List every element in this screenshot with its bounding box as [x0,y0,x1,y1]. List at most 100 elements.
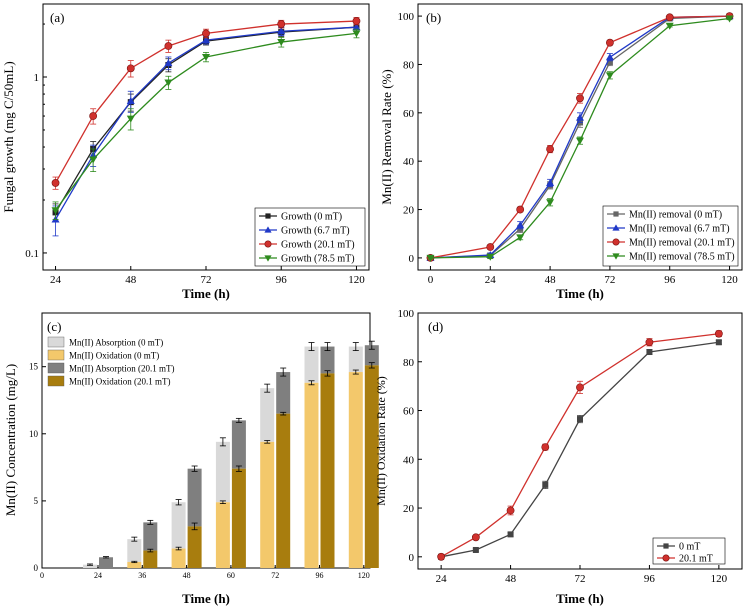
x-tick-label: 48 [183,571,191,580]
x-tick-label: 96 [276,274,288,286]
y-tick-label: 0 [34,563,39,573]
data-point [645,338,654,347]
x-tick-label: 0 [428,274,434,286]
data-point [277,20,286,28]
data-point [506,506,515,515]
bar-absorption [99,557,113,568]
data-point [352,17,361,25]
data-point [51,207,60,215]
y-tick-label: 100 [398,308,415,320]
data-point [546,145,554,153]
bar-absorption [143,522,158,551]
data-point [576,383,584,392]
data-point [516,221,525,229]
legend-marker [265,213,271,219]
legend-marker [612,224,620,231]
legend-swatch [47,349,65,361]
data-point [576,113,584,121]
panel-c-plot [83,340,379,568]
data-point [725,15,734,23]
y-tick-label: 1 [34,72,40,84]
panel-d-xlabel: Time (h) [556,591,604,606]
y-tick-label: 5 [34,496,39,506]
panel-d-ylabel: Mn(II) Oxidation Rate (%) [374,376,388,506]
x-tick-label: 96 [316,571,324,580]
legend-marker [612,253,620,260]
panel-b-ticks: 0 24 48 72 96 120 0 20 40 60 80 100 [398,11,739,286]
x-tick-label: 60 [227,571,235,580]
panel-c-label: (c) [47,319,61,334]
bar-absorption [260,388,275,442]
legend-label: Mn(II) removal (20.1 mT) [629,238,735,249]
panel-c-legend: Mn(II) Absorption (0 mT) Mn(II) Oxidation… [47,336,175,387]
y-tick-label: 0 [409,552,415,564]
bar-absorption [83,564,97,568]
series-line [430,17,730,259]
legend-swatch [47,336,65,348]
data-point [576,94,584,103]
panel-a-ticks: 24 48 72 96 120 0.1 1 [25,23,365,286]
y-tick-label: 60 [403,108,415,120]
bar-oxidation [276,413,291,568]
legend-marker [264,226,272,233]
legend-label: 20.1 mT [679,554,713,565]
panel-a-plot [51,17,361,237]
data-point [606,38,614,47]
legend-marker [662,554,670,562]
series-line [430,15,730,259]
data-point [665,13,674,22]
panel-b-ylabel: Mn(II) Removal Rate (%) [379,69,394,204]
series-line [430,15,730,259]
x-tick-label: 48 [125,274,137,286]
x-tick-label: 0 [40,571,44,580]
legend-label: Mn(II) removal (78.5 mT) [629,252,735,263]
x-tick-label: 48 [505,573,517,585]
bar-oxidation [320,373,335,568]
legend-label: Mn(II) Oxidation (20.1 mT) [69,377,170,387]
data-point [541,443,550,451]
panel-b-plot [426,12,734,262]
y-tick-label: 40 [403,156,415,168]
series-line [430,15,730,259]
data-point [577,416,583,423]
panel-d-ticks: 24 48 72 96 120 0 20 40 60 80 100 [398,308,728,585]
y-tick-label: 60 [403,406,415,418]
panel-a-xlabel: Time (h) [182,286,230,301]
panel-d-frame [417,312,743,570]
data-point [352,23,361,31]
bar-absorption [187,468,202,527]
panel-b-label: (b) [426,10,441,25]
x-tick-label: 24 [436,573,448,585]
bar-oxidation [231,468,246,568]
data-point [126,115,135,123]
legend-label: Mn(II) Oxidation (0 mT) [69,351,159,361]
panel-d-plot [437,329,723,561]
panel-c-ylabel: Mn(II) Concentration (mg/L) [3,364,18,516]
legend-label: Mn(II) Absorption (20.1 mT) [69,364,175,374]
legend-marker [613,211,619,217]
x-tick-label: 72 [271,571,279,580]
data-point [472,546,479,553]
x-tick-label: 24 [50,274,62,286]
x-tick-label: 24 [94,571,102,580]
panel-b-frame [417,3,743,271]
data-point [715,339,722,346]
legend-swatch [47,375,65,387]
data-point [202,53,210,61]
data-point [516,234,525,242]
bar-absorption [320,346,335,374]
data-point [426,254,435,262]
bar-absorption [127,539,142,562]
panel-b-removal-chart: (b) Time (h) Mn(II) Removal Rate (%) 0 24… [379,3,743,301]
data-point [277,27,286,35]
data-point [277,39,286,47]
y-tick-label: 80 [403,357,415,369]
legend-marker [264,240,272,248]
panel-c-xlabel: Time (h) [182,591,230,606]
data-point [516,205,525,214]
data-point [646,349,653,356]
panel-d-label: (d) [428,319,443,334]
panel-b-legend: Mn(II) removal (0 mT) Mn(II) removal (6.7… [602,205,739,267]
